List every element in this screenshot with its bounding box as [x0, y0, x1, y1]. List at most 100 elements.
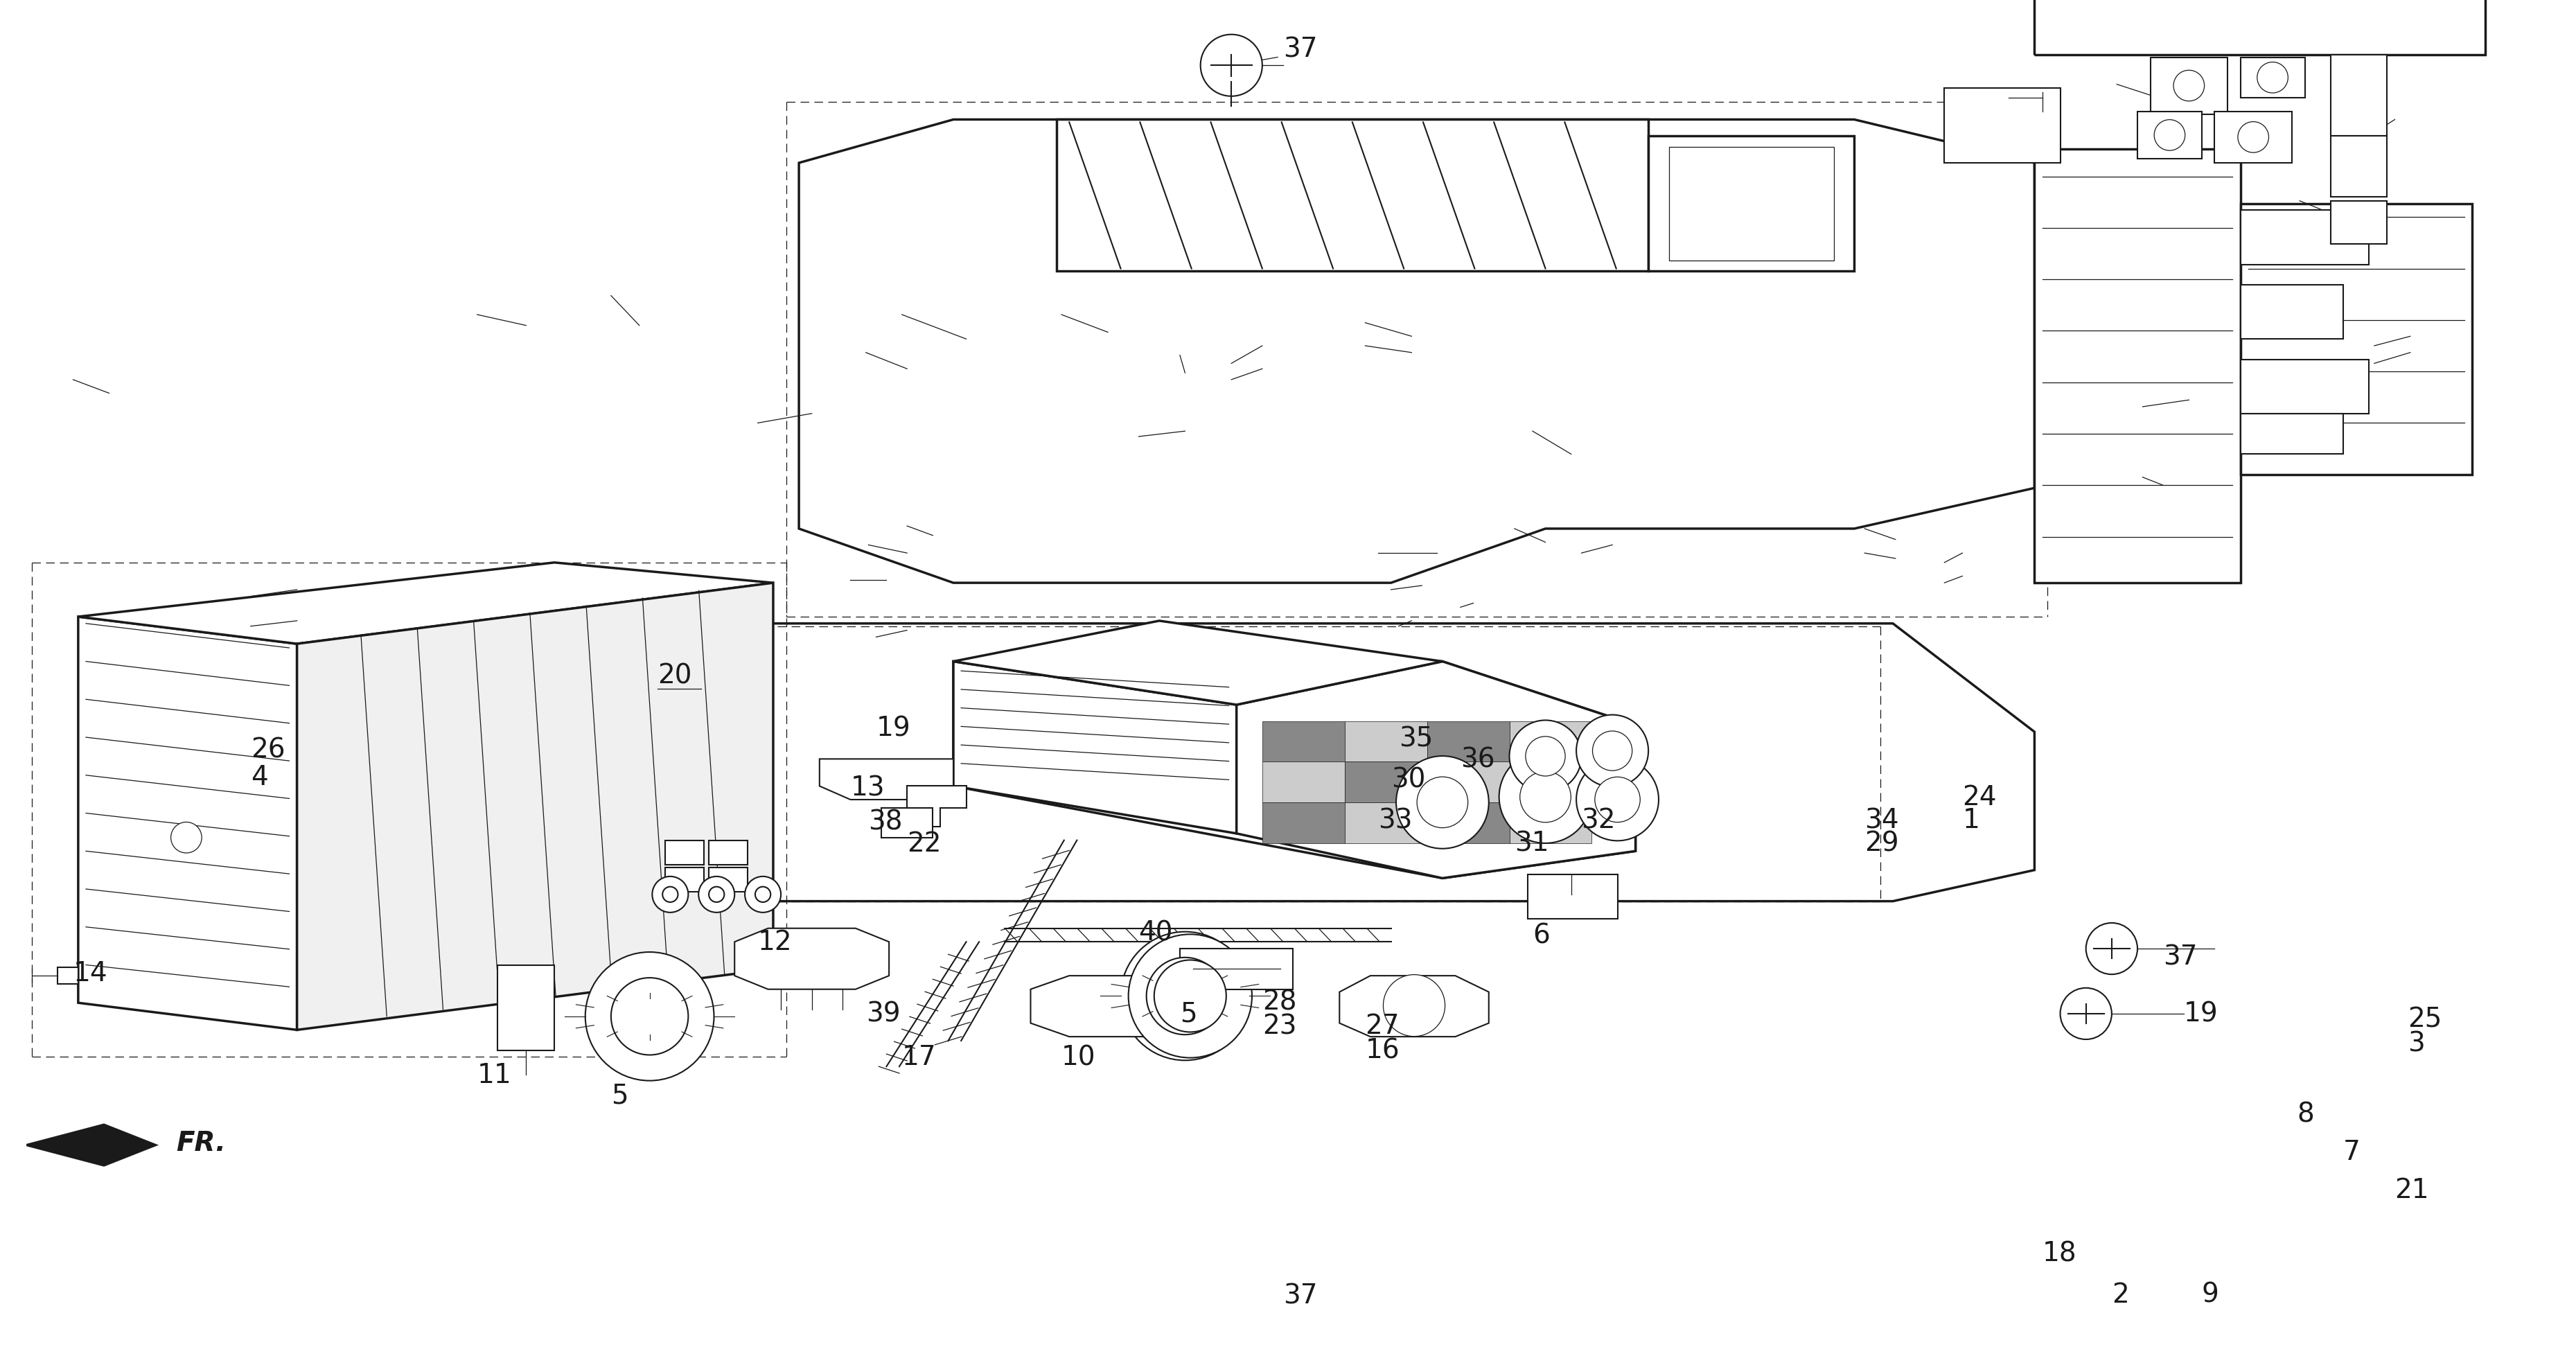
Circle shape	[2174, 71, 2205, 102]
Circle shape	[1154, 960, 1226, 1032]
Circle shape	[1128, 934, 1252, 1058]
Text: 35: 35	[1399, 725, 1432, 753]
Circle shape	[1577, 759, 1659, 841]
Polygon shape	[497, 965, 554, 1051]
Text: 37: 37	[1283, 1283, 1316, 1309]
Circle shape	[611, 978, 688, 1055]
Circle shape	[2257, 62, 2287, 94]
Polygon shape	[2241, 414, 2344, 454]
Polygon shape	[1236, 662, 1636, 879]
Text: FR.: FR.	[175, 1130, 227, 1155]
Text: 33: 33	[1378, 807, 1412, 834]
Text: 40: 40	[1139, 919, 1172, 945]
Polygon shape	[1340, 976, 1489, 1037]
Text: 32: 32	[1582, 807, 1615, 834]
Polygon shape	[819, 759, 953, 800]
Polygon shape	[2151, 58, 2228, 115]
Circle shape	[1121, 932, 1249, 1060]
Circle shape	[1396, 757, 1489, 849]
Text: 17: 17	[902, 1044, 935, 1070]
Text: 19: 19	[2184, 1001, 2218, 1026]
Polygon shape	[1510, 721, 1592, 762]
Polygon shape	[2331, 201, 2388, 244]
Text: 5: 5	[1180, 1001, 1198, 1026]
Polygon shape	[1262, 803, 1345, 843]
Text: 8: 8	[2298, 1101, 2313, 1127]
Text: 39: 39	[866, 1001, 899, 1026]
Text: 9: 9	[2202, 1281, 2218, 1307]
Polygon shape	[665, 868, 703, 892]
Polygon shape	[1945, 89, 2061, 164]
Circle shape	[2087, 923, 2138, 975]
Polygon shape	[953, 621, 1443, 705]
Polygon shape	[2241, 359, 2370, 414]
Polygon shape	[1510, 762, 1592, 803]
Polygon shape	[953, 662, 1636, 879]
Text: 18: 18	[2043, 1241, 2076, 1267]
Polygon shape	[1345, 803, 1427, 843]
Text: 27: 27	[1365, 1013, 1399, 1039]
Circle shape	[2239, 122, 2269, 153]
Polygon shape	[77, 563, 773, 644]
Text: 26: 26	[250, 736, 286, 763]
Text: 20: 20	[657, 662, 690, 689]
Circle shape	[1383, 975, 1445, 1036]
Polygon shape	[57, 968, 77, 984]
Polygon shape	[665, 841, 703, 865]
Text: 6: 6	[1533, 922, 1551, 948]
Text: 36: 36	[1461, 746, 1494, 773]
Circle shape	[2061, 989, 2112, 1040]
Text: 21: 21	[2396, 1177, 2429, 1203]
Text: 10: 10	[1061, 1044, 1095, 1070]
Polygon shape	[1528, 875, 1618, 919]
Circle shape	[652, 876, 688, 913]
Polygon shape	[2241, 285, 2344, 339]
Circle shape	[708, 887, 724, 902]
Polygon shape	[1427, 762, 1510, 803]
Circle shape	[585, 952, 714, 1081]
Text: 2: 2	[2112, 1281, 2128, 1307]
Circle shape	[1499, 751, 1592, 843]
Polygon shape	[1649, 137, 1855, 271]
Circle shape	[1577, 715, 1649, 786]
Text: 25: 25	[2409, 1006, 2442, 1032]
Circle shape	[170, 822, 201, 853]
Polygon shape	[2241, 210, 2370, 264]
Polygon shape	[1056, 121, 1649, 271]
Polygon shape	[2241, 58, 2306, 99]
Text: 24: 24	[1963, 784, 1996, 811]
Polygon shape	[1030, 976, 1185, 1037]
Text: 28: 28	[1262, 989, 1296, 1014]
Circle shape	[1146, 957, 1224, 1035]
Circle shape	[755, 887, 770, 902]
Polygon shape	[708, 841, 747, 865]
Polygon shape	[2215, 113, 2293, 164]
Polygon shape	[26, 1125, 155, 1165]
Circle shape	[1525, 736, 1566, 777]
Polygon shape	[799, 121, 2035, 583]
Polygon shape	[1345, 721, 1427, 762]
Text: 23: 23	[1262, 1013, 1296, 1039]
Text: 37: 37	[1283, 37, 1316, 62]
Text: 3: 3	[2409, 1031, 2424, 1056]
Bar	[2035, 0, 2486, 56]
Text: 4: 4	[250, 763, 268, 791]
Circle shape	[1520, 772, 1571, 823]
Polygon shape	[881, 808, 933, 838]
Polygon shape	[2138, 113, 2202, 160]
Text: 12: 12	[757, 929, 793, 955]
Polygon shape	[1669, 148, 1834, 260]
Polygon shape	[296, 583, 773, 1031]
Text: 30: 30	[1391, 766, 1425, 793]
Circle shape	[1592, 731, 1633, 772]
Text: 11: 11	[477, 1062, 513, 1088]
Polygon shape	[1180, 949, 1293, 990]
Text: 31: 31	[1515, 830, 1548, 857]
Polygon shape	[2241, 203, 2473, 475]
Text: 29: 29	[1865, 830, 1899, 857]
Circle shape	[698, 876, 734, 913]
Text: 22: 22	[907, 830, 940, 857]
Text: 13: 13	[850, 774, 884, 801]
Text: 38: 38	[868, 808, 902, 835]
Text: 14: 14	[72, 960, 108, 986]
